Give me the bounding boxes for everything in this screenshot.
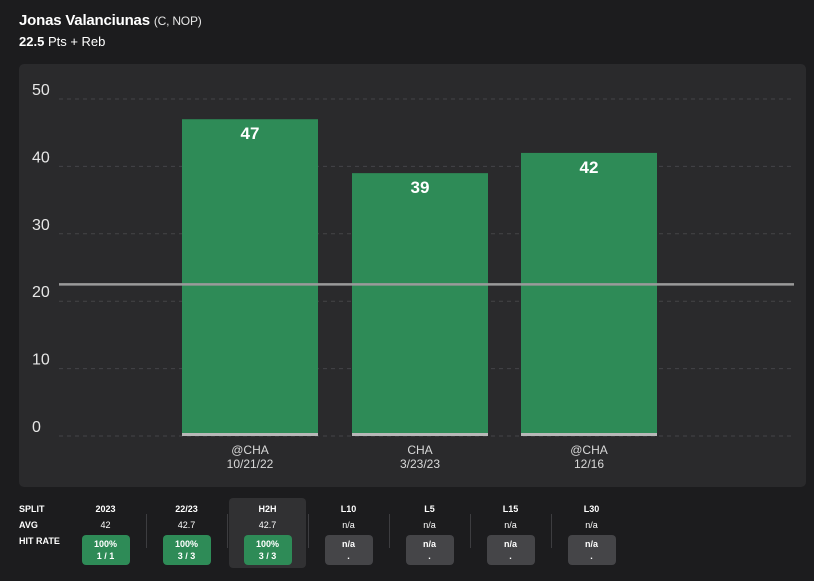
column-divider: [551, 514, 552, 548]
x-tick-label: 3/23/23: [400, 457, 440, 471]
hit-rate-value: 100%: [255, 539, 280, 549]
split-name: L30: [583, 504, 600, 514]
hit-rate-value: n/a: [341, 539, 355, 549]
hit-rate-badge: 100% 1 / 1: [81, 535, 130, 565]
hit-rate-badge: n/a.: [405, 535, 454, 565]
hit-rate-count: .: [590, 551, 593, 561]
y-tick-label: 20: [32, 284, 50, 301]
column-divider: [308, 514, 309, 548]
prop-market: Pts + Reb: [47, 34, 106, 49]
hit-rate-value: n/a: [503, 539, 517, 549]
player-meta: (C, NOP): [153, 14, 202, 28]
column-divider: [146, 514, 147, 548]
split-avg: n/a: [504, 520, 517, 530]
data-label: 42: [580, 158, 599, 177]
stats-row-labels: SPLIT AVG HIT RATE: [19, 498, 79, 549]
x-tick-label: 10/21/22: [227, 457, 274, 471]
x-tick-label: CHA: [407, 443, 432, 457]
player-title: Jonas Valanciunas (C, NOP): [19, 12, 202, 29]
hit-rate-count: .: [509, 551, 512, 561]
split-name: L10: [340, 504, 357, 514]
split-avg: 42.7: [177, 520, 196, 530]
hit-rate-count: .: [347, 551, 350, 561]
split-column-h2h[interactable]: H2H 42.7 100% 3 / 3: [229, 498, 306, 568]
y-tick-label: 30: [32, 217, 50, 234]
hit-rate-count: .: [428, 551, 431, 561]
bar-baseline: [521, 433, 657, 436]
label-avg: AVG: [19, 520, 38, 530]
split-column-l5[interactable]: L5 n/a n/a.: [391, 498, 468, 565]
split-avg: 42.7: [258, 520, 277, 530]
x-tick-label: @CHA: [231, 443, 269, 457]
bar-baseline: [182, 433, 318, 436]
x-tick-label: 12/16: [574, 457, 604, 471]
data-label: 39: [411, 178, 430, 197]
hit-rate-badge: n/a.: [486, 535, 535, 565]
y-tick-label: 0: [32, 419, 41, 436]
split-name: H2H: [258, 504, 277, 514]
bar: [521, 152, 657, 437]
split-stats: SPLIT AVG HIT RATE 2023 42 100% 1 / 1 22/23 4…: [0, 498, 814, 581]
hit-rate-count: 1 / 1: [96, 551, 115, 561]
y-tick-label: 40: [32, 149, 50, 166]
bar: [182, 119, 318, 436]
y-tick-label: 50: [32, 82, 50, 99]
split-name: L5: [424, 504, 435, 514]
split-avg: n/a: [342, 520, 355, 530]
split-column-l30[interactable]: L30 n/a n/a.: [553, 498, 630, 565]
bar-chart: 5040302010047@CHA10/21/2239CHA3/23/2342@…: [32, 82, 794, 471]
split-name: 2023: [95, 504, 116, 514]
split-name: L15: [502, 504, 519, 514]
column-divider: [227, 514, 228, 548]
label-split: SPLIT: [19, 504, 45, 514]
split-column-l15[interactable]: L15 n/a n/a.: [472, 498, 549, 565]
player-name: Jonas Valanciunas: [19, 12, 150, 29]
hit-rate-value: n/a: [584, 539, 598, 549]
hit-rate-value: 100%: [93, 539, 118, 549]
hit-rate-badge: 100% 3 / 3: [243, 535, 292, 565]
split-column-2023[interactable]: 2023 42 100% 1 / 1: [67, 498, 144, 565]
hit-rate-badge: 100% 3 / 3: [162, 535, 211, 565]
hit-rate-badge: n/a.: [567, 535, 616, 565]
x-tick-label: @CHA: [570, 443, 608, 457]
hit-rate-count: 3 / 3: [258, 551, 277, 561]
hit-rate-value: n/a: [422, 539, 436, 549]
split-column-22-23[interactable]: 22/23 42.7 100% 3 / 3: [148, 498, 225, 565]
hit-rate-count: 3 / 3: [177, 551, 196, 561]
y-tick-label: 10: [32, 352, 50, 369]
split-avg: n/a: [423, 520, 436, 530]
split-name: 22/23: [175, 504, 198, 514]
hit-rate-badge: n/a.: [324, 535, 373, 565]
label-hit-rate: HIT RATE: [19, 536, 60, 546]
bar: [352, 173, 488, 436]
hit-rate-value: 100%: [174, 539, 199, 549]
bar-baseline: [352, 433, 488, 436]
data-label: 47: [241, 124, 260, 143]
prop-line: 22.5 Pts + Reb: [19, 34, 202, 49]
split-column-l10[interactable]: L10 n/a n/a.: [310, 498, 387, 565]
header: Jonas Valanciunas (C, NOP) 22.5 Pts + Re…: [19, 12, 202, 49]
split-avg: 42: [100, 520, 111, 530]
column-divider: [470, 514, 471, 548]
split-avg: n/a: [585, 520, 598, 530]
column-divider: [389, 514, 390, 548]
prop-value: 22.5: [19, 34, 45, 49]
chart-panel: 50 40 30 20 10 0 47 @CHA 10/21/22 39 CHA 3/23/23 42 @…: [19, 64, 806, 487]
